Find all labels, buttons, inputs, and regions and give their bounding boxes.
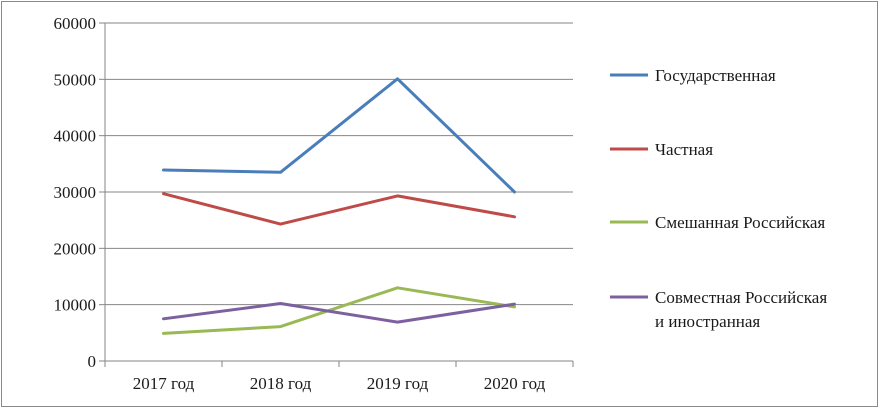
x-axis-tick-labels: 2017 год 2018 год 2019 год 2020 год — [133, 374, 546, 393]
y-tick-label: 10000 — [54, 296, 97, 315]
y-tick-label: 50000 — [54, 70, 97, 89]
y-tick-label: 30000 — [54, 183, 97, 202]
series-line — [162, 286, 516, 335]
legend-label: и иностранная — [655, 312, 760, 331]
series-lines — [162, 77, 516, 335]
y-tick-label: 60000 — [54, 14, 97, 33]
legend-label: Частная — [655, 140, 713, 159]
axes — [104, 23, 574, 367]
legend-label: Смешанная Российская — [655, 213, 825, 232]
x-tick-label: 2020 год — [484, 374, 546, 393]
legend-label: Совместная Российская — [655, 288, 827, 307]
legend-label: Государственная — [655, 66, 776, 85]
gridlines — [99, 22, 573, 362]
x-tick-label: 2019 год — [367, 374, 429, 393]
series-line — [162, 192, 516, 226]
y-axis-tick-labels: 0 10000 20000 30000 40000 50000 60000 — [54, 14, 97, 371]
series-line — [162, 77, 516, 194]
y-tick-label: 20000 — [54, 239, 97, 258]
y-tick-label: 40000 — [54, 127, 97, 146]
legend: Государственная Частная Смешанная Российск… — [610, 66, 827, 331]
y-tick-label: 0 — [88, 352, 97, 371]
series-line — [162, 302, 516, 324]
x-tick-label: 2017 год — [133, 374, 195, 393]
x-tick-label: 2018 год — [250, 374, 312, 393]
